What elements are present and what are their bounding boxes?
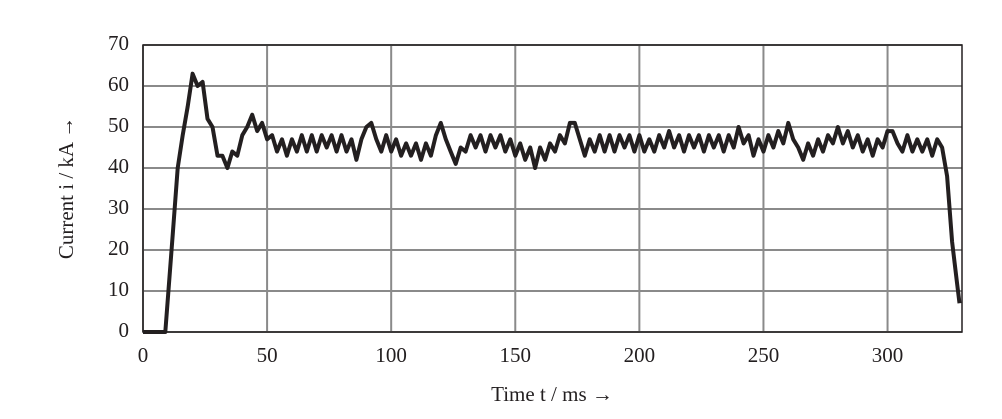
x-tick-label: 300 (872, 343, 904, 367)
x-tick-label: 150 (500, 343, 532, 367)
y-tick-label: 0 (119, 318, 130, 342)
y-tick-label: 30 (108, 195, 129, 219)
x-tick-label: 0 (138, 343, 149, 367)
y-tick-label: 40 (108, 154, 129, 178)
y-tick-label: 60 (108, 72, 129, 96)
x-axis-label: Time t / ms → (491, 382, 613, 406)
x-tick-label: 200 (624, 343, 656, 367)
y-tick-label: 20 (108, 236, 129, 260)
y-tick-label: 70 (108, 31, 129, 55)
x-tick-label: 50 (257, 343, 278, 367)
x-tick-label: 250 (748, 343, 780, 367)
x-tick-label: 100 (375, 343, 407, 367)
y-tick-label: 10 (108, 277, 129, 301)
y-axis-label: Current i / kA → (54, 117, 78, 259)
plot-border (142, 44, 963, 333)
y-tick-label: 50 (108, 113, 129, 137)
data-line (143, 71, 962, 334)
